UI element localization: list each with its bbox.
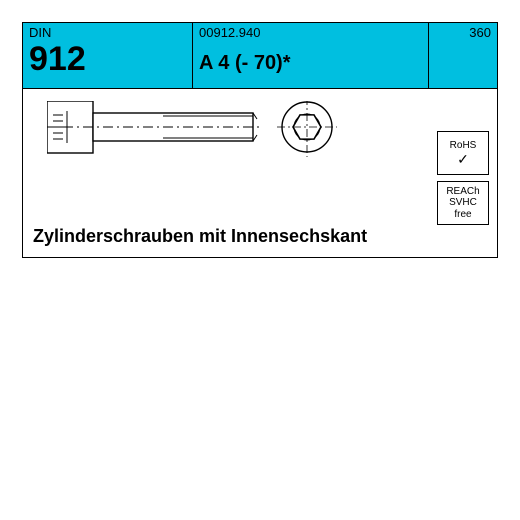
cell-qty: 360	[429, 23, 497, 88]
check-icon: ✓	[457, 152, 469, 166]
product-code: 00912.940	[199, 25, 422, 40]
cell-din: DIN 912	[23, 23, 193, 88]
body-area: RoHS ✓ REACh SVHC free Zylinderschrauben…	[23, 89, 497, 257]
reach-line1: REACh	[446, 186, 479, 198]
din-number: 912	[29, 42, 186, 76]
spec-card: DIN 912 00912.940 A 4 (- 70)* 360	[22, 22, 498, 258]
material-spec: A 4 (- 70)*	[199, 52, 422, 75]
reach-badge: REACh SVHC free	[437, 181, 489, 225]
header-row: DIN 912 00912.940 A 4 (- 70)* 360	[23, 23, 497, 89]
qty-value: 360	[469, 25, 491, 40]
rohs-badge: RoHS ✓	[437, 131, 489, 175]
screw-drawing	[47, 101, 347, 161]
cell-mid: 00912.940 A 4 (- 70)*	[193, 23, 429, 88]
din-label: DIN	[29, 25, 186, 40]
reach-line2: SVHC	[449, 197, 477, 209]
reach-line3: free	[454, 209, 471, 221]
product-title: Zylinderschrauben mit Innensechskant	[33, 226, 367, 247]
page: DIN 912 00912.940 A 4 (- 70)* 360	[0, 0, 520, 520]
